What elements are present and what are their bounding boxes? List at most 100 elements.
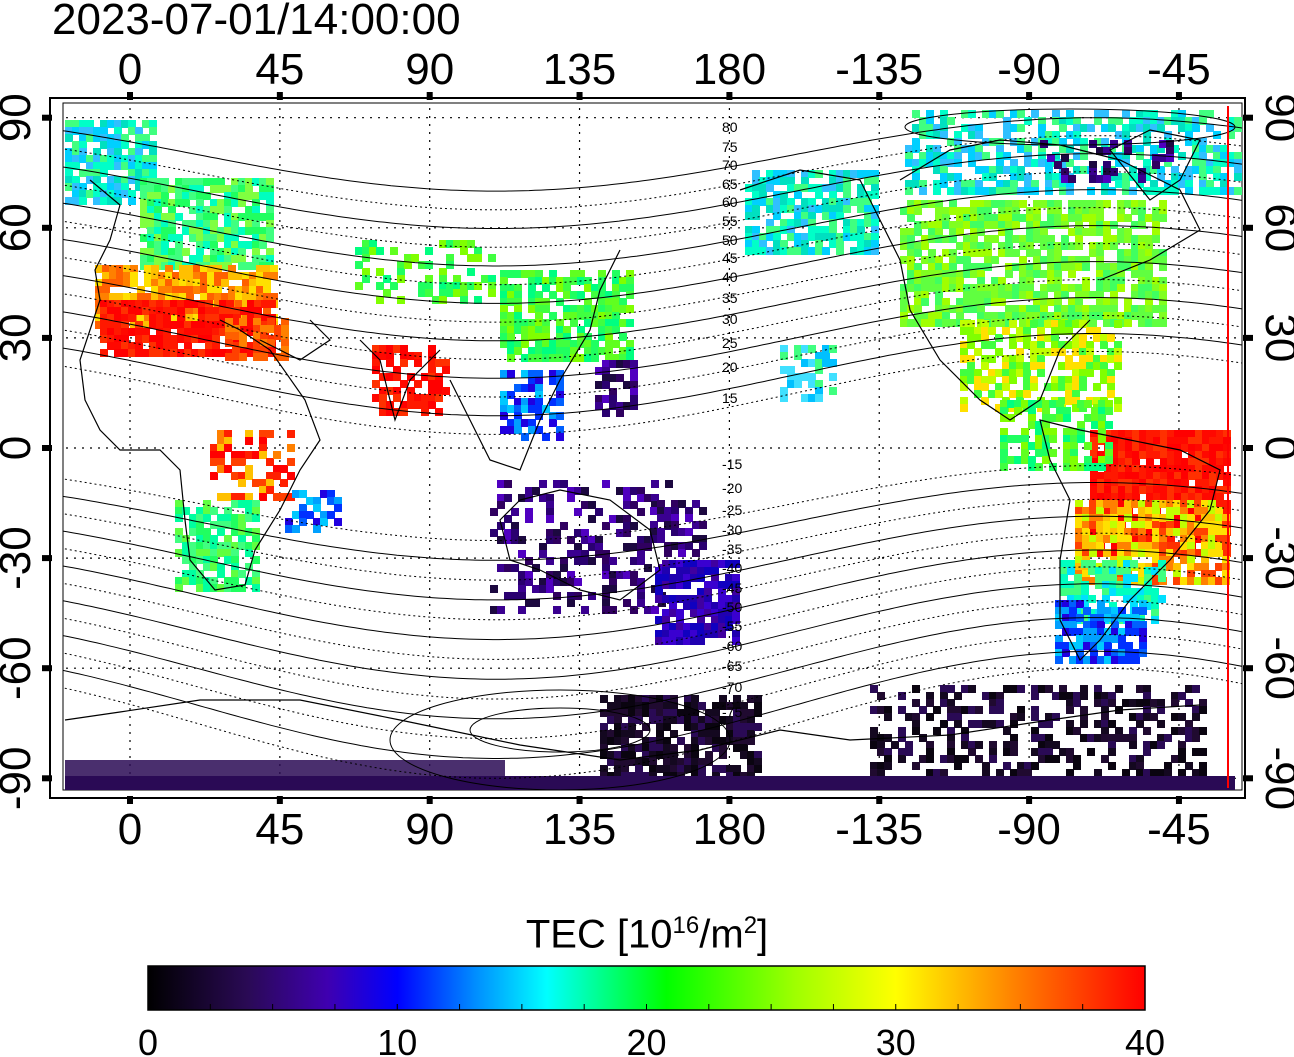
tec-cell <box>1108 124 1116 132</box>
tec-cell <box>1033 207 1041 215</box>
tec-cell <box>747 695 755 703</box>
tec-cell <box>1096 298 1104 306</box>
tec-cell <box>142 328 150 336</box>
tec-cell <box>238 255 246 263</box>
tec-cell <box>280 493 288 501</box>
tec-cell <box>1060 581 1068 589</box>
tec-cell <box>560 480 568 488</box>
tec-cell <box>773 205 781 213</box>
contour-label: -40 <box>722 560 742 576</box>
tec-cell <box>1222 577 1230 585</box>
tec-cell <box>100 120 108 128</box>
tec-cell <box>376 296 384 304</box>
tec-cell <box>1146 437 1154 445</box>
tec-cell <box>616 487 624 495</box>
tec-cell <box>86 155 94 163</box>
tec-cell <box>1075 514 1083 522</box>
contour-line <box>63 225 1242 304</box>
tec-cell <box>1045 159 1053 167</box>
tec-cell <box>808 212 816 220</box>
tec-cell <box>1108 734 1116 742</box>
tec-cell <box>949 305 957 313</box>
tec-cell <box>1081 616 1089 624</box>
tec-cell <box>921 284 929 292</box>
tec-cell <box>1153 444 1161 452</box>
tec-cell <box>605 354 613 362</box>
tec-cell <box>663 751 671 759</box>
tec-cell <box>442 359 450 367</box>
tec-cell <box>581 557 589 565</box>
tec-cell <box>1129 727 1137 735</box>
tec-cell <box>905 180 913 188</box>
tec-cell <box>989 755 997 763</box>
tec-cell <box>900 228 908 236</box>
tec-cell <box>1033 214 1041 222</box>
tec-cell <box>400 408 408 416</box>
tec-cell <box>725 595 733 603</box>
tec-cell <box>912 727 920 735</box>
tec-cell <box>1118 465 1126 473</box>
tec-cell <box>1103 284 1111 292</box>
tec-cell <box>1117 312 1125 320</box>
tec-cell <box>238 500 246 508</box>
tec-cell <box>836 212 844 220</box>
tec-cell <box>1090 528 1098 536</box>
tec-cell <box>376 268 384 276</box>
tec-cell <box>1072 404 1080 412</box>
tec-cell <box>1202 486 1210 494</box>
tec-cell <box>766 247 774 255</box>
tec-cell <box>432 296 440 304</box>
tec-cell <box>163 300 171 308</box>
tec-cell <box>1075 305 1083 313</box>
tec-cell <box>1080 166 1088 174</box>
tec-cell <box>1227 117 1235 125</box>
tec-cell <box>563 354 571 362</box>
contour-label: 45 <box>722 250 738 266</box>
tec-cell <box>79 141 87 149</box>
tec-cell <box>72 155 80 163</box>
tec-cell <box>144 272 152 280</box>
contour-label: -70 <box>722 679 742 695</box>
tec-cell <box>1138 507 1146 515</box>
tec-cell <box>745 240 753 248</box>
tec-cell <box>144 293 152 301</box>
tec-cell <box>704 588 712 596</box>
tec-cell <box>1129 713 1137 721</box>
tec-cell <box>600 723 608 731</box>
tec-cell <box>1208 528 1216 536</box>
tec-cell <box>142 300 150 308</box>
tec-cell <box>488 282 496 290</box>
tec-cell <box>1138 284 1146 292</box>
tec-cell <box>1101 720 1109 728</box>
tec-cell <box>605 326 613 334</box>
tec-cell <box>210 199 218 207</box>
tec-cell <box>1035 400 1043 408</box>
tec-cell <box>662 560 670 568</box>
tec-cell <box>907 256 915 264</box>
tec-cell <box>600 765 608 773</box>
tec-cell <box>780 198 788 206</box>
tec-cell <box>1138 221 1146 229</box>
tec-cell <box>362 240 370 248</box>
tec-cell <box>905 187 913 195</box>
tec-cell <box>614 765 622 773</box>
tec-cell <box>1234 187 1242 195</box>
tec-cell <box>1066 159 1074 167</box>
tec-cell <box>974 383 982 391</box>
tec-cell <box>1026 277 1034 285</box>
tec-cell <box>1166 507 1174 515</box>
tec-cell <box>514 319 522 327</box>
coastline-path <box>499 489 661 601</box>
tec-cell <box>614 758 622 766</box>
tec-cell <box>235 293 243 301</box>
tec-cell <box>1185 762 1193 770</box>
tec-cell <box>1152 284 1160 292</box>
tec-cell <box>877 692 885 700</box>
tec-cell <box>975 152 983 160</box>
tec-cell <box>1103 200 1111 208</box>
tec-cell <box>1061 312 1069 320</box>
tec-cell <box>787 233 795 241</box>
tec-cell <box>975 131 983 139</box>
tec-cell <box>274 332 282 340</box>
tec-cell <box>151 272 159 280</box>
